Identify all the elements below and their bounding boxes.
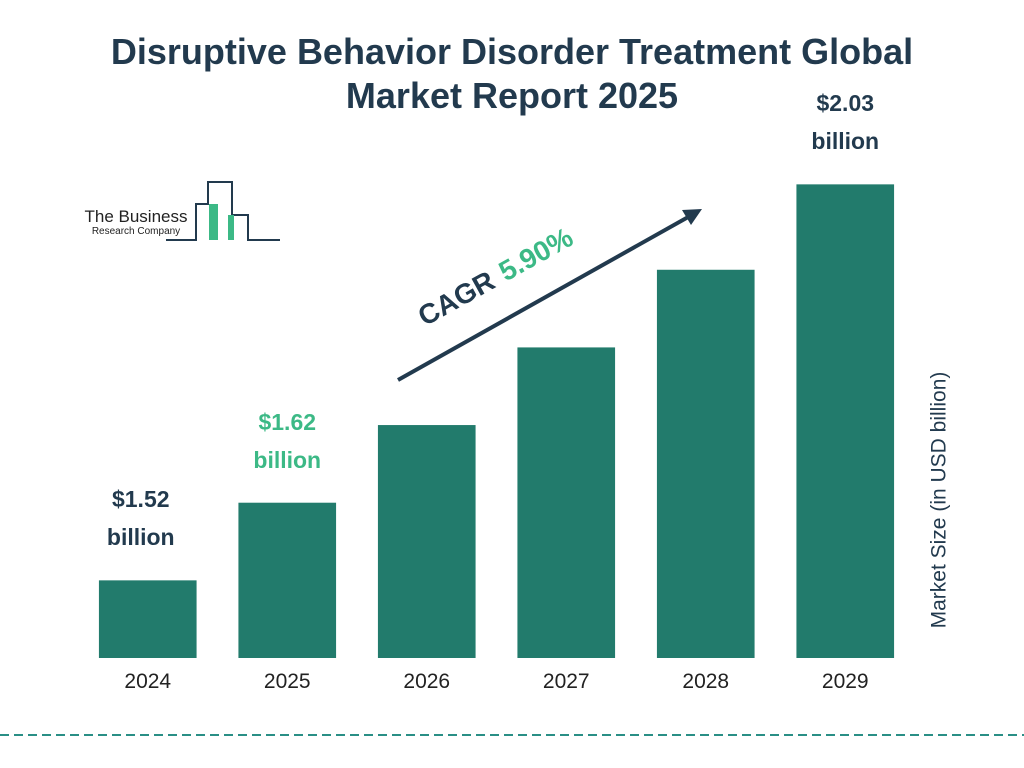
cagr-arrow: [397, 214, 691, 382]
logo: [166, 181, 280, 241]
bar: [377, 425, 476, 658]
bar: [517, 347, 616, 658]
x-tick-label: 2026: [403, 670, 450, 693]
y-axis-label: Market Size (in USD billion): [928, 372, 951, 629]
value-label: $1.52 billion: [106, 486, 175, 551]
x-tick-label: 2025: [264, 670, 311, 693]
chart-title: Disruptive Behavior Disorder Treatment G…: [110, 31, 914, 116]
x-tick-label: 2024: [124, 670, 171, 693]
bar: [656, 269, 755, 658]
x-tick-label: 2028: [682, 670, 729, 693]
bar: [796, 184, 895, 658]
logo-subtext: Research Company: [92, 226, 180, 237]
bar: [238, 502, 337, 658]
value-label: $2.03 billion: [811, 90, 880, 155]
x-tick-label: 2029: [822, 670, 869, 693]
x-tick-label: 2027: [543, 670, 590, 693]
cagr-label: CAGR: [413, 265, 500, 332]
arrow-head: [682, 209, 702, 225]
cagr-text: CAGR5.90%: [413, 221, 578, 331]
value-label: $1.62 billion: [253, 408, 322, 473]
bar: [98, 580, 197, 658]
cagr-value: 5.90%: [494, 221, 579, 287]
logo-text: The Business: [85, 207, 188, 226]
